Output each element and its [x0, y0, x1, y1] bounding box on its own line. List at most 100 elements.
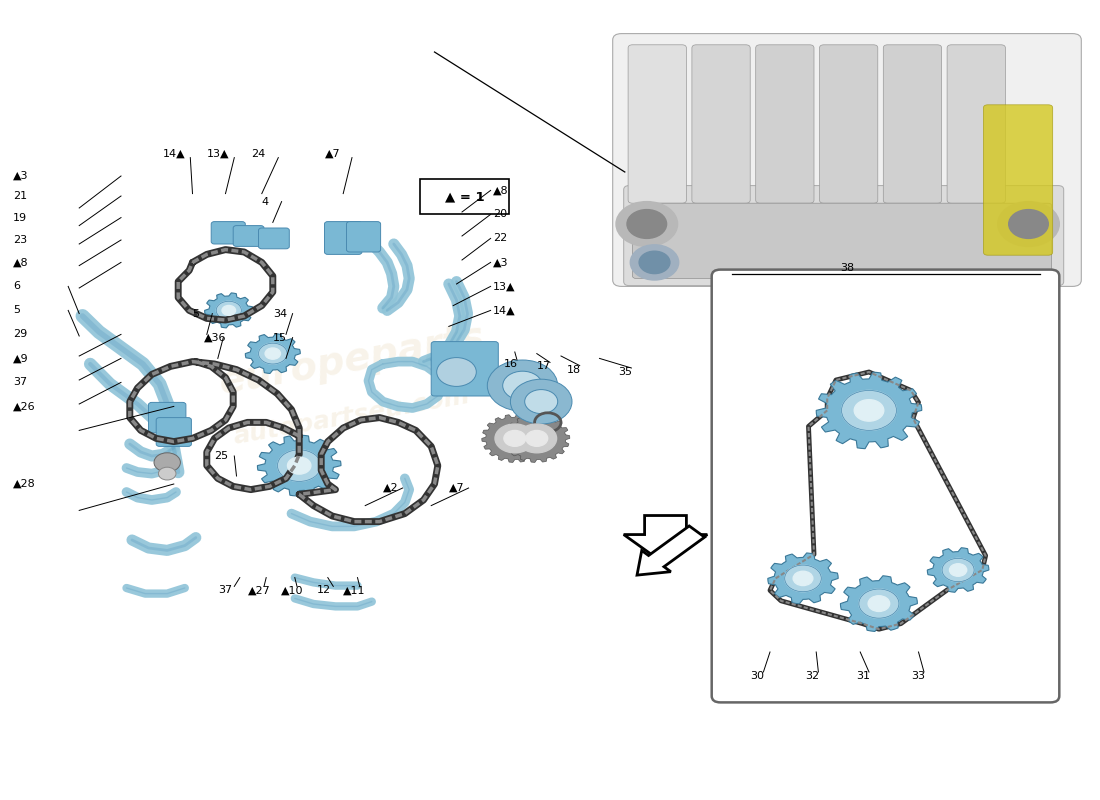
Text: ▲27: ▲27	[248, 586, 271, 595]
Polygon shape	[482, 414, 548, 462]
Text: 13▲: 13▲	[207, 149, 229, 158]
Circle shape	[793, 571, 813, 586]
Text: ▲7: ▲7	[449, 483, 464, 493]
FancyBboxPatch shape	[947, 45, 1005, 203]
Text: europeparts: europeparts	[217, 318, 487, 402]
Circle shape	[495, 424, 535, 453]
Text: 4: 4	[262, 197, 268, 206]
Circle shape	[855, 400, 883, 421]
Circle shape	[222, 306, 235, 315]
Circle shape	[616, 202, 678, 246]
Text: 37: 37	[218, 586, 232, 595]
FancyBboxPatch shape	[712, 270, 1059, 702]
Text: ▲11: ▲11	[343, 586, 365, 595]
Circle shape	[525, 390, 558, 414]
Text: 17: 17	[537, 362, 551, 371]
FancyBboxPatch shape	[431, 342, 498, 396]
Circle shape	[277, 450, 321, 482]
Circle shape	[287, 457, 311, 474]
Text: 33: 33	[911, 671, 925, 681]
Text: 35: 35	[618, 367, 632, 377]
Circle shape	[504, 430, 526, 446]
Polygon shape	[816, 372, 922, 449]
Circle shape	[158, 467, 176, 480]
Text: 25: 25	[214, 451, 229, 461]
Text: 34: 34	[273, 309, 287, 318]
FancyBboxPatch shape	[628, 45, 686, 203]
Polygon shape	[637, 526, 705, 575]
FancyBboxPatch shape	[148, 402, 186, 433]
Text: 5: 5	[13, 306, 20, 315]
Polygon shape	[205, 293, 253, 328]
Polygon shape	[927, 548, 989, 592]
Text: 24: 24	[251, 149, 265, 158]
Text: 32: 32	[805, 671, 820, 681]
Polygon shape	[257, 435, 341, 496]
Text: 37: 37	[13, 378, 28, 387]
FancyBboxPatch shape	[346, 222, 381, 252]
Circle shape	[526, 430, 548, 446]
Circle shape	[868, 596, 890, 611]
Text: 13▲: 13▲	[493, 282, 515, 291]
Text: ▲28: ▲28	[13, 479, 36, 489]
Text: ▲7: ▲7	[324, 149, 340, 158]
Text: 14▲: 14▲	[163, 149, 186, 158]
Text: 38: 38	[840, 263, 854, 273]
Text: 16: 16	[504, 359, 518, 369]
FancyBboxPatch shape	[692, 45, 750, 203]
FancyBboxPatch shape	[613, 34, 1081, 286]
Text: ▲8: ▲8	[493, 186, 508, 195]
Polygon shape	[840, 576, 917, 631]
Text: ▲36: ▲36	[204, 333, 226, 342]
Text: 15: 15	[273, 333, 287, 342]
Circle shape	[217, 302, 241, 319]
Circle shape	[784, 565, 822, 592]
Text: 5: 5	[192, 309, 199, 318]
Text: 21: 21	[13, 191, 28, 201]
Circle shape	[842, 390, 896, 430]
Circle shape	[154, 453, 180, 472]
FancyBboxPatch shape	[883, 45, 942, 203]
Text: 19: 19	[13, 213, 28, 222]
Text: 22: 22	[493, 234, 507, 243]
FancyBboxPatch shape	[258, 228, 289, 249]
Circle shape	[639, 251, 670, 274]
Polygon shape	[504, 414, 570, 462]
Polygon shape	[768, 553, 838, 604]
Circle shape	[503, 371, 542, 400]
Circle shape	[627, 210, 667, 238]
Polygon shape	[245, 334, 300, 374]
FancyBboxPatch shape	[983, 105, 1053, 255]
FancyBboxPatch shape	[156, 418, 191, 446]
Text: ▲ = 1: ▲ = 1	[444, 190, 485, 203]
FancyBboxPatch shape	[820, 45, 878, 203]
Circle shape	[265, 348, 280, 359]
Polygon shape	[624, 515, 707, 565]
FancyBboxPatch shape	[233, 226, 264, 246]
Circle shape	[949, 564, 967, 576]
FancyBboxPatch shape	[632, 203, 1052, 278]
Text: 23: 23	[13, 235, 28, 245]
Text: 6: 6	[13, 282, 20, 291]
Circle shape	[487, 360, 558, 411]
Text: 30: 30	[750, 671, 764, 681]
Text: ▲9: ▲9	[13, 354, 29, 363]
FancyBboxPatch shape	[756, 45, 814, 203]
Text: ▲26: ▲26	[13, 402, 36, 411]
Circle shape	[517, 424, 557, 453]
Circle shape	[1009, 210, 1048, 238]
FancyBboxPatch shape	[624, 186, 1064, 286]
Text: 14▲: 14▲	[493, 306, 516, 315]
FancyBboxPatch shape	[211, 222, 245, 244]
Circle shape	[258, 343, 287, 364]
Circle shape	[998, 202, 1059, 246]
Text: ▲10: ▲10	[280, 586, 302, 595]
Text: autopartseu.com: autopartseu.com	[232, 383, 472, 449]
Text: 18: 18	[566, 365, 581, 374]
FancyBboxPatch shape	[324, 222, 362, 254]
Circle shape	[942, 558, 975, 582]
FancyBboxPatch shape	[420, 179, 509, 214]
Text: 31: 31	[856, 671, 870, 681]
Circle shape	[437, 358, 476, 386]
Circle shape	[859, 589, 899, 618]
